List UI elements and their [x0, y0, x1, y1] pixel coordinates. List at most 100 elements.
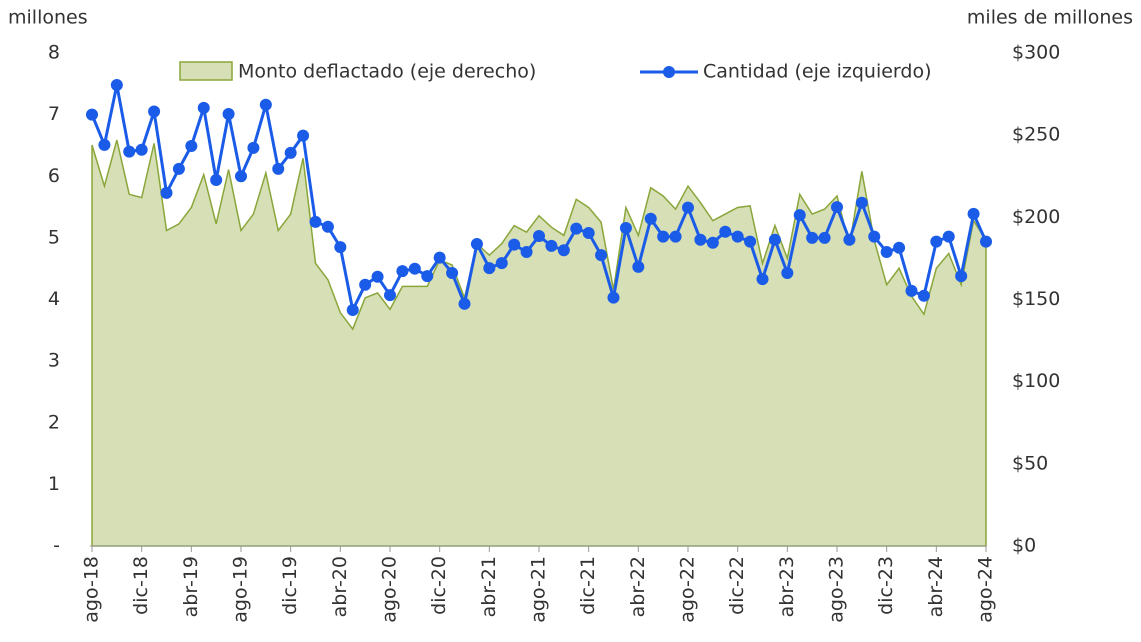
marker [334, 241, 347, 254]
marker [619, 222, 632, 235]
marker [557, 244, 570, 257]
marker [905, 284, 918, 297]
marker [793, 209, 806, 222]
marker [868, 230, 881, 243]
x-tick-label: dic-19 [279, 556, 301, 615]
marker [607, 291, 620, 304]
x-tick-label: abr-22 [627, 556, 649, 617]
marker [967, 207, 980, 220]
marker [284, 146, 297, 159]
x-tick-label: dic-22 [726, 556, 748, 615]
marker [706, 236, 719, 249]
legend-label: Cantidad (eje izquierdo) [703, 61, 932, 83]
marker [756, 273, 769, 286]
marker [855, 196, 868, 209]
x-tick-label: abr-24 [925, 556, 947, 617]
x-tick-label: ago-23 [826, 556, 848, 623]
marker [458, 297, 471, 310]
marker [297, 129, 310, 142]
marker [669, 230, 682, 243]
marker [880, 246, 893, 259]
marker [247, 141, 260, 154]
marker [259, 98, 272, 111]
x-tick-label: dic-23 [875, 556, 897, 615]
marker [371, 270, 384, 283]
y2-tick-label: $150 [1012, 288, 1060, 310]
marker [483, 262, 496, 275]
marker [917, 289, 930, 302]
marker [110, 79, 123, 92]
x-tick-label: dic-21 [577, 556, 599, 615]
legend-swatch [663, 66, 675, 78]
marker [682, 201, 694, 214]
marker [123, 145, 136, 158]
marker [309, 215, 322, 228]
x-tick-label: ago-21 [528, 556, 550, 623]
marker [533, 230, 545, 243]
marker [570, 222, 583, 235]
y2-tick-label: $100 [1012, 370, 1060, 392]
marker [644, 212, 657, 225]
marker [768, 233, 781, 246]
marker [421, 270, 434, 283]
marker [545, 239, 558, 252]
y-tick-label: 8 [48, 42, 60, 64]
marker [210, 173, 223, 186]
marker [235, 170, 247, 183]
y2-tick-label: $250 [1012, 124, 1060, 146]
marker [222, 108, 235, 121]
marker [731, 230, 744, 243]
y-tick-label: 2 [48, 411, 60, 433]
marker [831, 201, 843, 214]
right-axis-label: miles de millones [967, 7, 1133, 29]
marker [595, 249, 608, 262]
area [91, 139, 987, 547]
y2-tick-label: $300 [1012, 42, 1060, 64]
y2-tick-label: $200 [1012, 206, 1060, 228]
marker [384, 289, 396, 302]
marker [396, 265, 409, 278]
marker [508, 238, 521, 251]
marker [135, 143, 148, 156]
legend-swatch [179, 61, 233, 81]
marker [346, 303, 359, 316]
y-tick-label: 3 [48, 350, 60, 372]
x-tick-label: ago-18 [81, 556, 103, 623]
legend-label: Monto deflactado (eje derecho) [238, 61, 536, 83]
marker [359, 278, 372, 291]
y-tick-label: 6 [48, 165, 60, 187]
x-tick-label: ago-19 [230, 556, 252, 623]
marker [446, 267, 459, 280]
marker [694, 233, 707, 246]
y-tick-label: 5 [48, 226, 60, 248]
marker [893, 241, 906, 254]
marker [197, 101, 210, 114]
marker [843, 233, 856, 246]
marker [86, 108, 98, 121]
marker [744, 235, 757, 248]
y-tick-label: 1 [48, 473, 60, 495]
marker [806, 231, 819, 244]
marker [719, 225, 732, 238]
marker [272, 162, 285, 175]
marker [657, 230, 670, 243]
marker [520, 246, 533, 259]
marker [980, 235, 992, 248]
marker [470, 238, 483, 251]
y-tick-label: - [53, 535, 60, 557]
x-tick-label: ago-24 [975, 556, 997, 623]
marker [98, 138, 111, 151]
x-tick-label: abr-23 [776, 556, 798, 617]
marker [942, 230, 955, 243]
x-tick-label: abr-21 [478, 556, 500, 617]
y-tick-label: 7 [48, 103, 60, 125]
marker [495, 257, 508, 270]
marker [185, 140, 198, 153]
marker [632, 260, 645, 273]
x-tick-label: dic-20 [428, 556, 450, 615]
marker [781, 267, 794, 280]
marker [148, 105, 161, 118]
marker [408, 262, 421, 275]
x-tick-label: ago-20 [379, 556, 401, 623]
